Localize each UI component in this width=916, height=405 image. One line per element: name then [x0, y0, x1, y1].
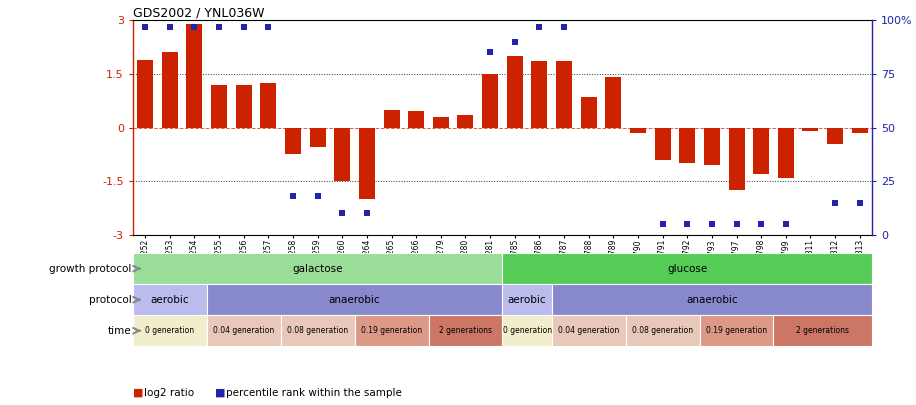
Point [680, 221, 694, 228]
Bar [703, 128, 720, 165]
Bar [581, 97, 596, 128]
Bar [187, 24, 202, 128]
Point [212, 23, 226, 30]
Bar [207, 284, 502, 315]
Bar [310, 128, 325, 147]
Bar [502, 253, 872, 284]
Bar [626, 315, 700, 346]
Bar [630, 128, 646, 133]
Bar [655, 128, 671, 160]
Bar [507, 56, 523, 128]
Bar [433, 117, 449, 128]
Text: 0.04 generation: 0.04 generation [213, 326, 274, 335]
Bar [359, 128, 375, 199]
Bar [551, 315, 626, 346]
Text: ■: ■ [133, 388, 143, 398]
Point [286, 193, 300, 200]
Text: anaerobic: anaerobic [686, 295, 737, 305]
Point [360, 210, 375, 217]
Text: growth protocol: growth protocol [49, 264, 132, 274]
Bar [605, 77, 621, 128]
Point [162, 23, 177, 30]
Point [828, 200, 843, 206]
Text: 0 generation: 0 generation [503, 326, 551, 335]
Text: percentile rank within the sample: percentile rank within the sample [226, 388, 402, 398]
Bar [354, 315, 429, 346]
Bar [334, 128, 350, 181]
Bar [531, 62, 548, 128]
Bar [773, 315, 872, 346]
Bar [137, 60, 153, 128]
Bar [728, 128, 745, 190]
Point [236, 23, 251, 30]
Point [187, 23, 202, 30]
Point [532, 23, 547, 30]
Text: 2 generations: 2 generations [796, 326, 849, 335]
Bar [280, 315, 354, 346]
Point [853, 200, 867, 206]
Point [655, 221, 670, 228]
Text: anaerobic: anaerobic [329, 295, 380, 305]
Bar [285, 128, 301, 154]
Bar [457, 115, 474, 128]
Point [261, 23, 276, 30]
Text: 0 generation: 0 generation [146, 326, 194, 335]
Text: ■: ■ [215, 388, 225, 398]
Bar [235, 85, 252, 128]
Bar [680, 128, 695, 163]
Bar [700, 315, 773, 346]
Bar [556, 62, 572, 128]
Bar [802, 128, 818, 131]
Point [557, 23, 572, 30]
Bar [207, 315, 280, 346]
Point [335, 210, 350, 217]
Bar [409, 111, 424, 128]
Bar [852, 128, 867, 133]
Bar [827, 128, 843, 144]
Text: 0.04 generation: 0.04 generation [558, 326, 619, 335]
Point [779, 221, 793, 228]
Bar [429, 315, 502, 346]
Bar [260, 83, 277, 128]
Bar [133, 284, 207, 315]
Bar [162, 52, 178, 128]
Text: galactose: galactose [292, 264, 343, 274]
Bar [384, 110, 399, 128]
Text: 0.19 generation: 0.19 generation [361, 326, 422, 335]
Bar [502, 315, 551, 346]
Text: 0.19 generation: 0.19 generation [706, 326, 767, 335]
Text: aerobic: aerobic [150, 295, 189, 305]
Text: 0.08 generation: 0.08 generation [632, 326, 693, 335]
Point [311, 193, 325, 200]
Text: 2 generations: 2 generations [439, 326, 492, 335]
Bar [133, 315, 207, 346]
Text: 0.08 generation: 0.08 generation [287, 326, 348, 335]
Bar [753, 128, 769, 174]
Bar [211, 85, 227, 128]
Bar [482, 74, 498, 128]
Bar [133, 253, 502, 284]
Text: time: time [108, 326, 132, 336]
Text: glucose: glucose [667, 264, 707, 274]
Point [704, 221, 719, 228]
Bar [502, 284, 551, 315]
Point [483, 49, 497, 55]
Text: log2 ratio: log2 ratio [144, 388, 194, 398]
Point [507, 38, 522, 45]
Point [754, 221, 769, 228]
Text: protocol: protocol [89, 295, 132, 305]
Point [729, 221, 744, 228]
Text: GDS2002 / YNL036W: GDS2002 / YNL036W [133, 6, 265, 19]
Bar [551, 284, 872, 315]
Bar [778, 128, 794, 178]
Text: aerobic: aerobic [507, 295, 546, 305]
Point [137, 23, 152, 30]
